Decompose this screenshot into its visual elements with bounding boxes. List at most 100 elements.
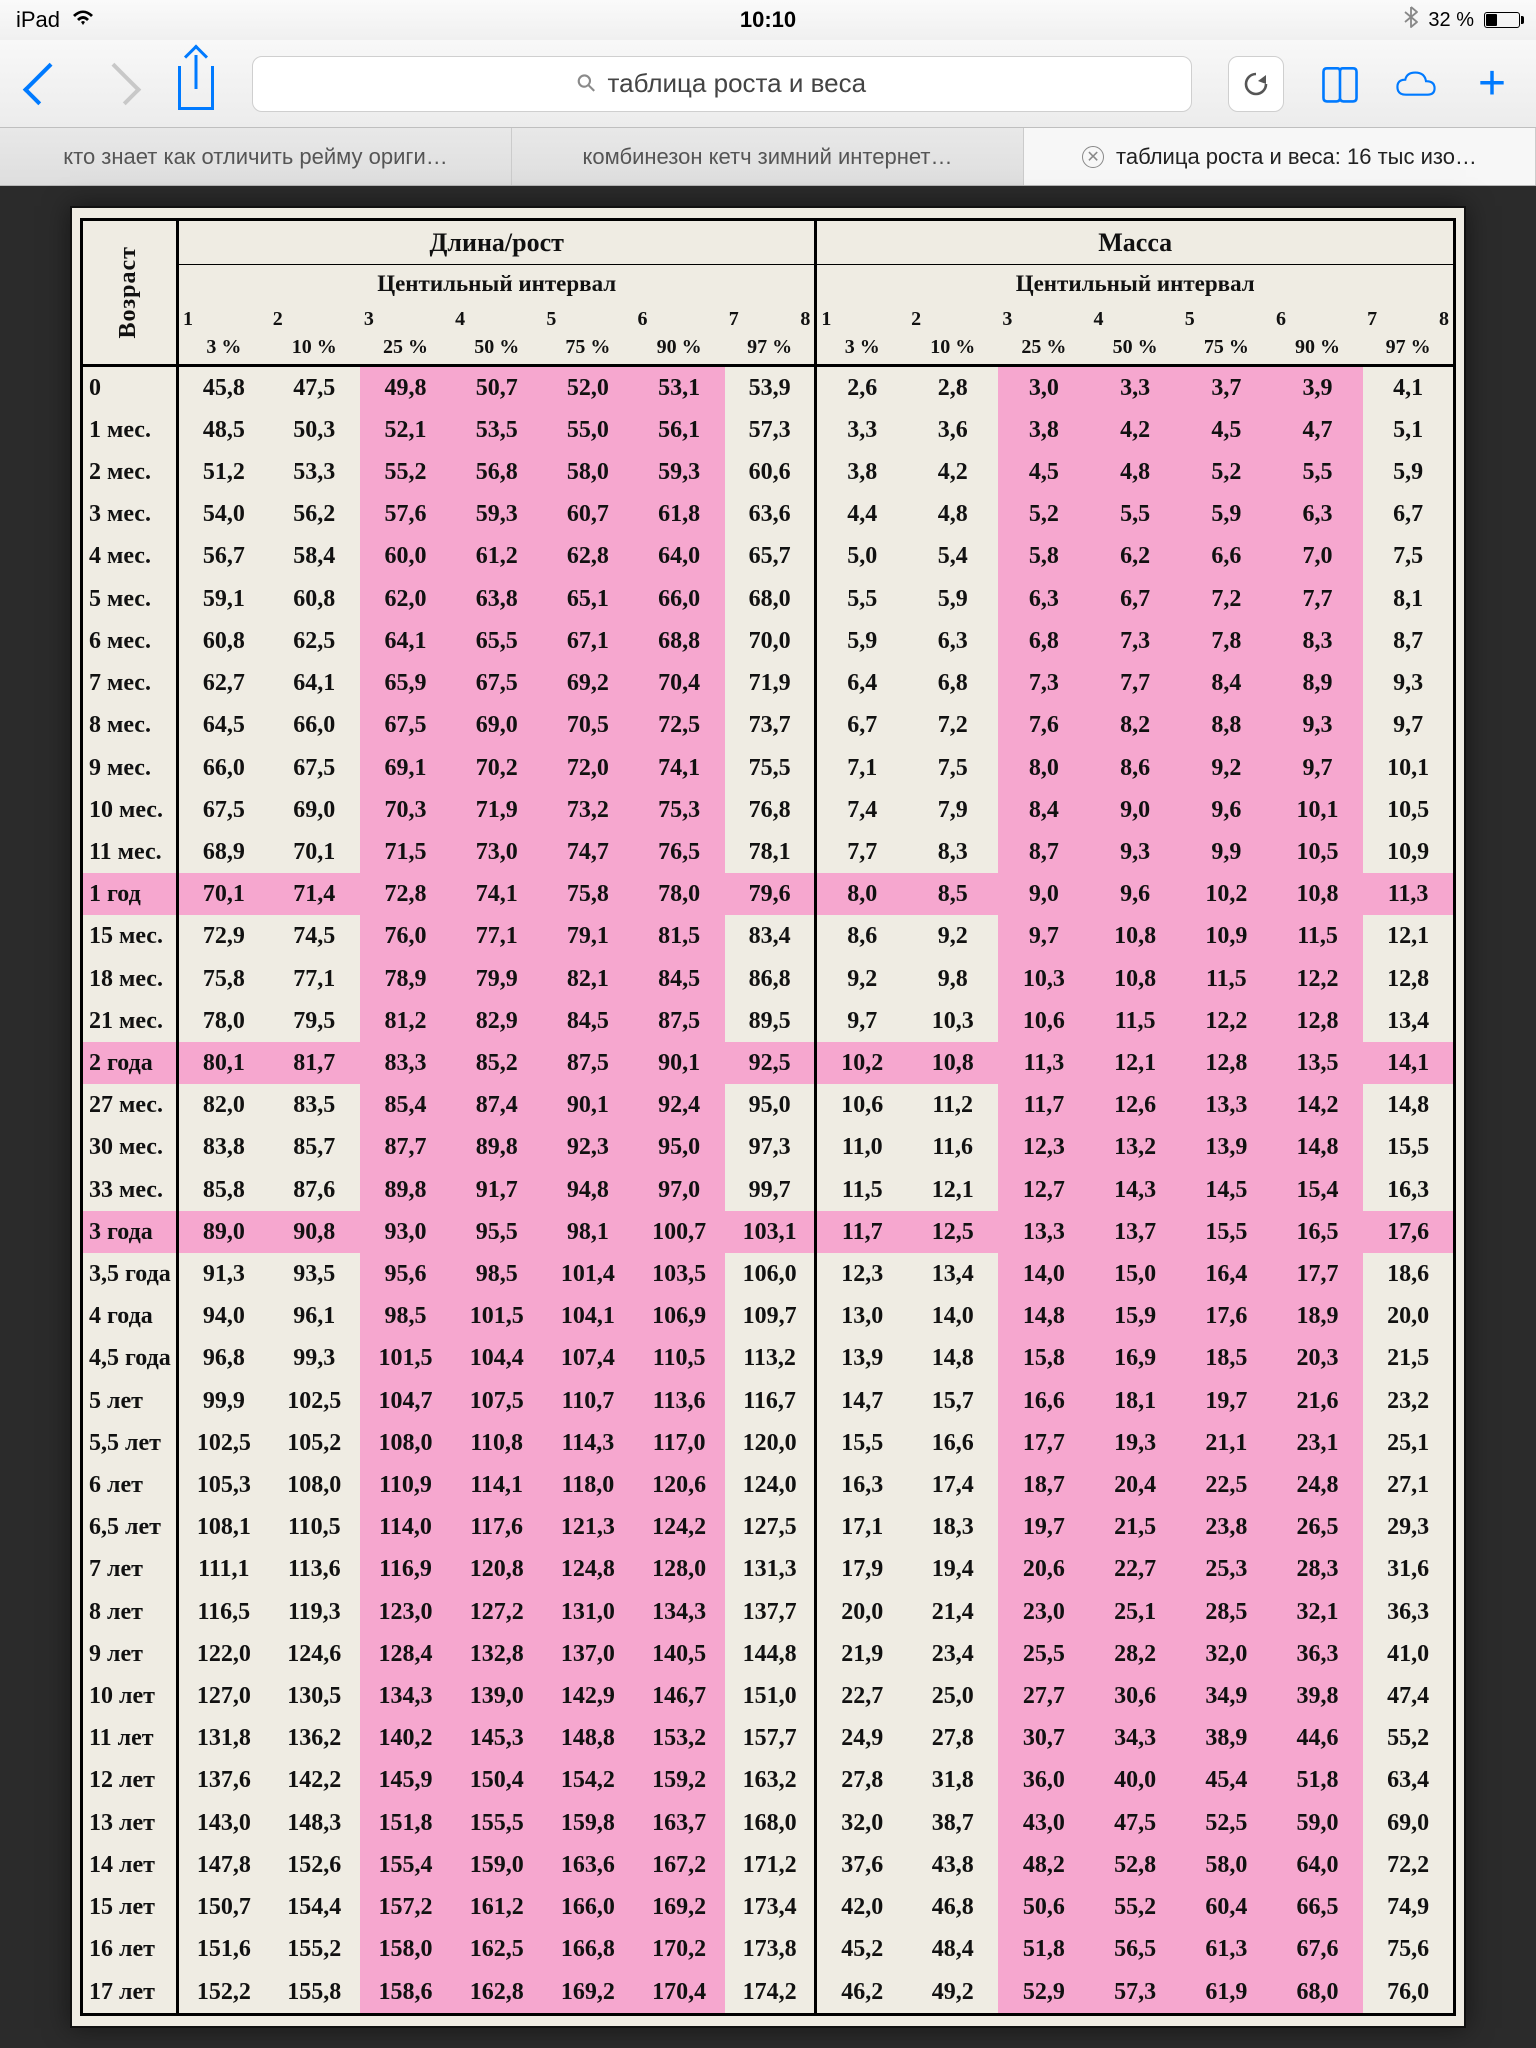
length-cell: 95,6 <box>360 1253 451 1295</box>
length-cell: 153,2 <box>634 1717 725 1759</box>
mass-cell: 18,9 <box>1272 1295 1363 1337</box>
tab-2-active[interactable]: ✕ таблица роста и веса: 16 тыс изо… <box>1024 128 1536 185</box>
mass-cell: 32,0 <box>816 1801 907 1843</box>
length-cell: 140,5 <box>634 1633 725 1675</box>
mass-cell: 6,2 <box>1090 535 1181 577</box>
length-cell: 137,6 <box>178 1759 269 1801</box>
tab-1[interactable]: комбинезон кетч зимний интернет… <box>512 128 1024 185</box>
length-cell: 47,5 <box>269 365 360 409</box>
mass-cell: 52,5 <box>1181 1801 1272 1843</box>
close-tab-icon[interactable]: ✕ <box>1082 146 1104 168</box>
mass-cell: 46,2 <box>816 1970 907 2014</box>
age-cell: 4 мес. <box>82 535 178 577</box>
age-header: Возраст <box>82 220 178 366</box>
new-tab-button[interactable]: + <box>1472 64 1512 104</box>
mass-cell: 36,3 <box>1363 1590 1454 1632</box>
mass-cell: 2,8 <box>907 365 998 409</box>
mass-cell: 23,0 <box>998 1590 1089 1632</box>
mass-cell: 11,3 <box>1363 873 1454 915</box>
length-cell: 103,5 <box>634 1253 725 1295</box>
status-left: iPad <box>16 7 94 33</box>
length-cell: 150,4 <box>451 1759 542 1801</box>
col-num: 78 <box>1363 304 1454 330</box>
length-cell: 98,5 <box>451 1253 542 1295</box>
length-cell: 64,0 <box>634 535 725 577</box>
length-cell: 103,1 <box>725 1211 816 1253</box>
length-cell: 106,9 <box>634 1295 725 1337</box>
length-cell: 85,2 <box>451 1042 542 1084</box>
mass-cell: 12,1 <box>907 1168 998 1210</box>
back-button[interactable] <box>24 64 64 104</box>
age-cell: 27 мес. <box>82 1084 178 1126</box>
mass-cell: 15,9 <box>1090 1295 1181 1337</box>
length-cell: 121,3 <box>542 1506 633 1548</box>
mass-cell: 47,5 <box>1090 1801 1181 1843</box>
mass-cell: 7,7 <box>1090 662 1181 704</box>
length-cell: 161,2 <box>451 1886 542 1928</box>
length-cell: 78,9 <box>360 957 451 999</box>
length-cell: 73,0 <box>451 831 542 873</box>
mass-cell: 61,9 <box>1181 1970 1272 2014</box>
length-cell: 157,7 <box>725 1717 816 1759</box>
length-cell: 75,8 <box>542 873 633 915</box>
mass-cell: 15,7 <box>907 1379 998 1421</box>
length-cell: 65,9 <box>360 662 451 704</box>
col-num: 5 <box>542 304 633 330</box>
length-cell: 97,0 <box>634 1168 725 1210</box>
bookmarks-button[interactable] <box>1320 64 1360 104</box>
mass-cell: 13,7 <box>1090 1211 1181 1253</box>
length-cell: 76,5 <box>634 831 725 873</box>
mass-cell: 10,3 <box>907 1000 998 1042</box>
address-bar[interactable]: ⚲ таблица роста и веса <box>252 56 1192 112</box>
mass-cell: 13,3 <box>1181 1084 1272 1126</box>
col-pct: 3 % <box>178 330 269 366</box>
length-cell: 91,7 <box>451 1168 542 1210</box>
length-cell: 157,2 <box>360 1886 451 1928</box>
icloud-tabs-button[interactable] <box>1396 64 1436 104</box>
tabs-row: кто знает как отличить рейму ориги… комб… <box>0 128 1536 186</box>
length-cell: 66,0 <box>634 578 725 620</box>
age-cell: 30 мес. <box>82 1126 178 1168</box>
reload-button[interactable] <box>1228 56 1284 112</box>
mass-cell: 8,6 <box>816 915 907 957</box>
mass-cell: 12,5 <box>907 1211 998 1253</box>
col-pct: 97 % <box>725 330 816 366</box>
length-cell: 108,0 <box>269 1464 360 1506</box>
mass-cell: 8,3 <box>1272 620 1363 662</box>
length-cell: 82,9 <box>451 1000 542 1042</box>
length-cell: 61,2 <box>451 535 542 577</box>
share-button[interactable] <box>176 64 216 104</box>
mass-cell: 10,8 <box>1272 873 1363 915</box>
mass-cell: 21,5 <box>1090 1506 1181 1548</box>
mass-cell: 13,9 <box>816 1337 907 1379</box>
mass-cell: 17,9 <box>816 1548 907 1590</box>
mass-cell: 31,8 <box>907 1759 998 1801</box>
length-cell: 118,0 <box>542 1464 633 1506</box>
col-pct: 3 % <box>816 330 907 366</box>
mass-cell: 7,5 <box>1363 535 1454 577</box>
length-cell: 92,4 <box>634 1084 725 1126</box>
mass-cell: 20,3 <box>1272 1337 1363 1379</box>
length-cell: 128,0 <box>634 1548 725 1590</box>
mass-cell: 8,5 <box>907 873 998 915</box>
length-cell: 81,7 <box>269 1042 360 1084</box>
length-cell: 60,8 <box>178 620 269 662</box>
tab-label: комбинезон кетч зимний интернет… <box>583 144 953 170</box>
length-cell: 63,6 <box>725 493 816 535</box>
mass-cell: 16,9 <box>1090 1337 1181 1379</box>
length-cell: 95,0 <box>634 1126 725 1168</box>
col-pct: 75 % <box>1181 330 1272 366</box>
length-cell: 70,3 <box>360 789 451 831</box>
tab-0[interactable]: кто знает как отличить рейму ориги… <box>0 128 512 185</box>
length-cell: 142,9 <box>542 1675 633 1717</box>
mass-cell: 22,5 <box>1181 1464 1272 1506</box>
length-cell: 95,5 <box>451 1211 542 1253</box>
length-cell: 98,5 <box>360 1295 451 1337</box>
status-time: 10:10 <box>740 7 796 33</box>
mass-cell: 11,3 <box>998 1042 1089 1084</box>
length-cell: 113,6 <box>269 1548 360 1590</box>
forward-button[interactable] <box>100 64 140 104</box>
length-cell: 57,6 <box>360 493 451 535</box>
mass-cell: 8,0 <box>816 873 907 915</box>
mass-cell: 4,8 <box>907 493 998 535</box>
